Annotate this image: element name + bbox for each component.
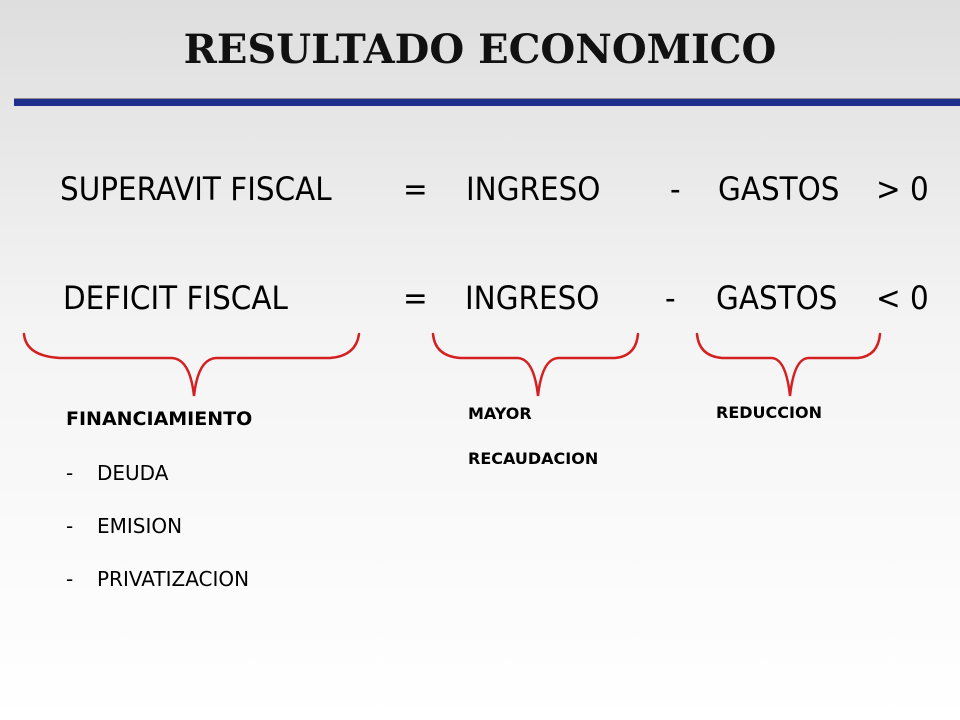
ingreso-note-line1: MAYOR	[468, 404, 532, 423]
deficit-ingreso: INGRESO	[465, 279, 600, 317]
financiamiento-dash: -	[66, 514, 74, 538]
superavit-ingreso: INGRESO	[466, 170, 601, 208]
deficit-equals: =	[403, 279, 428, 317]
ingreso-note-line2: RECAUDACION	[468, 449, 599, 468]
financiamiento-dash: -	[66, 567, 74, 591]
superavit-comparison: > 0	[876, 170, 929, 208]
brace-financiamiento	[22, 332, 361, 397]
financiamiento-heading: FINANCIAMIENTO	[66, 408, 253, 430]
deficit-comparison: < 0	[876, 279, 929, 317]
superavit-label: SUPERAVIT FISCAL	[60, 170, 332, 208]
financiamiento-item-deuda: DEUDA	[97, 461, 169, 485]
financiamiento-dash: -	[66, 461, 74, 485]
financiamiento-item-emision: EMISION	[97, 514, 183, 538]
brace-gastos	[695, 332, 882, 397]
superavit-gastos: GASTOS	[718, 170, 840, 208]
superavit-equals: =	[403, 170, 428, 208]
deficit-label: DEFICIT FISCAL	[63, 279, 288, 317]
brace-ingreso	[431, 332, 640, 397]
deficit-minus: -	[665, 279, 676, 317]
page-title: RESULTADO ECONOMICO	[183, 26, 777, 73]
financiamiento-item-privatizacion: PRIVATIZACION	[97, 567, 250, 591]
superavit-minus: -	[670, 170, 681, 208]
deficit-gastos: GASTOS	[716, 279, 838, 317]
gastos-note: REDUCCION	[716, 403, 822, 422]
title-underline	[14, 99, 960, 106]
